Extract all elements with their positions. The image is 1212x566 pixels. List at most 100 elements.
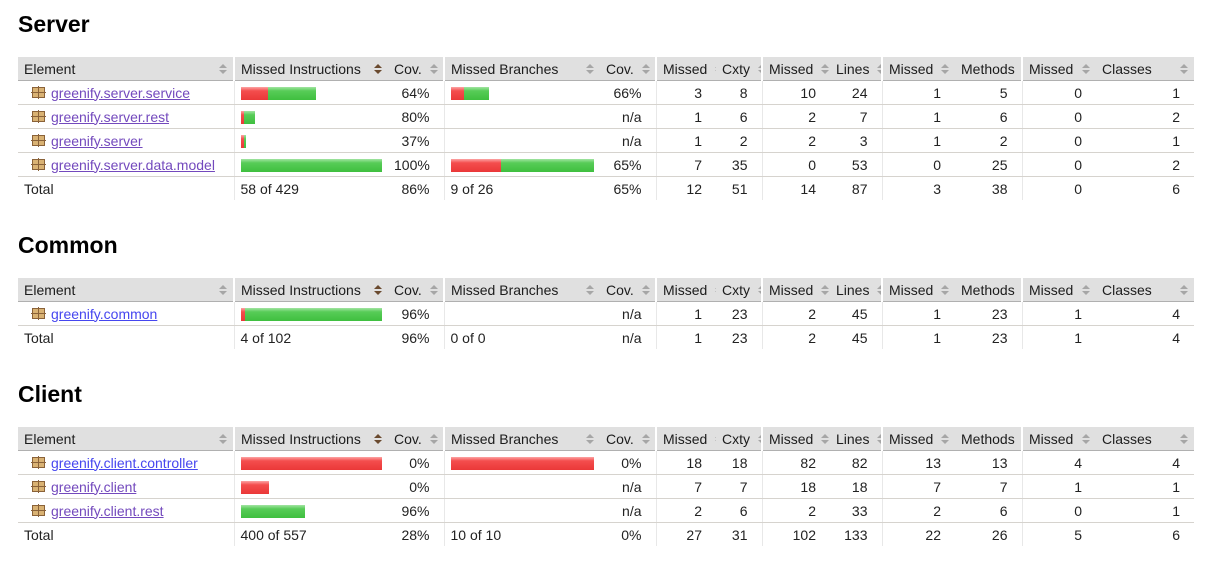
table-footer: Total 4 of 102 96% 0 of 0 n/a 1 23 2 45 1 23 1 4 [18,325,1194,349]
header-label: Missed [769,430,814,447]
total-branches-coverage-cell: 0% [621,526,642,543]
lines-cell: 3 [830,128,882,153]
column-header-lines[interactable]: Lines [830,427,882,451]
table-footer: Total 58 of 429 86% 9 of 26 65% 12 51 14 87 3 38 0 6 [18,176,1194,200]
methods-cell: 6 [955,498,1022,523]
column-header-missed-instructions[interactable]: Missed Instructions [233,278,388,302]
sort-icon [877,433,882,444]
column-header-cov-[interactable]: Cov. [600,57,656,81]
column-header-missed[interactable]: Missed [655,427,716,451]
column-header-missed-branches[interactable]: Missed Branches [443,57,600,81]
column-header-missed[interactable]: Missed [1021,427,1096,451]
column-header-missed[interactable]: Missed [761,427,830,451]
lines-cell: 45 [830,301,882,326]
sort-down-arrow [374,69,382,74]
total-missed-cxty-cell: 12 [655,176,716,200]
sort-icon [877,284,882,295]
column-header-element[interactable]: Element [18,57,234,81]
column-header-missed-branches[interactable]: Missed Branches [443,427,600,451]
package-icon [31,504,46,517]
column-header-missed[interactable]: Missed [881,427,955,451]
bar-covered-segment [267,86,316,100]
total-label-cell: Total [24,329,54,346]
column-header-classes[interactable]: Classes [1096,427,1194,451]
column-header-lines[interactable]: Lines [830,278,882,302]
total-branches-coverage-cell: n/a [622,329,642,346]
sort-icon [429,63,438,74]
package-link[interactable]: greenify.server.service [51,84,191,101]
column-header-methods[interactable]: Methods [955,57,1022,81]
sort-up-arrow [219,433,227,438]
missed-cxty-cell: 1 [655,301,716,326]
column-header-cxty[interactable]: Cxty [716,57,762,81]
cxty-cell: 2 [716,128,762,153]
column-header-methods[interactable]: Methods [955,278,1022,302]
column-header-missed[interactable]: Missed [1021,57,1096,81]
column-header-missed[interactable]: Missed [1021,278,1096,302]
package-link[interactable]: greenify.server.data.model [51,156,215,173]
lines-cell: 53 [830,152,882,177]
missed-instructions-cell [233,128,388,153]
element-cell: greenify.client [18,474,234,499]
sort-down-arrow [219,290,227,295]
element-cell: greenify.server.data.model [18,152,234,177]
package-link[interactable]: greenify.server [51,132,143,149]
package-link[interactable]: greenify.client [51,478,137,495]
column-header-classes[interactable]: Classes [1096,278,1194,302]
column-header-classes[interactable]: Classes [1096,57,1194,81]
column-header-cov-[interactable]: Cov. [388,278,444,302]
sort-icon [821,63,830,74]
column-header-cxty[interactable]: Cxty [716,427,762,451]
header-label-wrap: Missed [663,431,716,447]
column-header-cov-[interactable]: Cov. [388,57,444,81]
column-header-lines[interactable]: Lines [830,57,882,81]
total-instructions-cell: 400 of 557 [233,522,388,546]
column-header-cov-[interactable]: Cov. [600,427,656,451]
header-label-wrap: Missed [1029,282,1090,298]
sort-down-arrow [219,439,227,444]
column-header-missed[interactable]: Missed [881,57,955,81]
column-header-missed-instructions[interactable]: Missed Instructions [233,427,388,451]
column-header-missed[interactable]: Missed [655,57,716,81]
sort-down-arrow [374,290,382,295]
section-title-server: Server [18,11,90,37]
package-link[interactable]: greenify.server.rest [51,108,170,125]
column-header-missed[interactable]: Missed [881,278,955,302]
column-header-cov-[interactable]: Cov. [388,427,444,451]
bar-covered-segment [245,307,382,321]
sort-up-arrow [219,63,227,68]
column-header-missed[interactable]: Missed [761,57,830,81]
column-header-cxty[interactable]: Cxty [716,278,762,302]
column-header-methods[interactable]: Methods [955,427,1022,451]
missed-classes-cell: 0 [1021,128,1096,153]
sort-icon [586,433,594,444]
sort-active-icon [374,284,382,295]
missed-methods-cell: 1 [881,80,955,105]
missed-branches-cell [443,474,600,499]
column-header-cov-[interactable]: Cov. [600,278,656,302]
element-inner: greenify.client.rest [31,503,228,519]
branches-coverage-cell: 0% [600,450,656,475]
missed-instructions-cell [233,474,388,499]
package-link[interactable]: greenify.common [51,305,158,322]
package-link[interactable]: greenify.client.rest [51,502,164,519]
column-header-missed[interactable]: Missed [655,278,716,302]
column-header-missed-branches[interactable]: Missed Branches [443,278,600,302]
missed-lines-cell: 0 [761,152,830,177]
bar-missed-segment [240,110,244,124]
missed-lines-cell: 2 [761,128,830,153]
column-header-element[interactable]: Element [18,427,234,451]
sort-icon [641,284,650,295]
bar-missed-segment [240,134,244,148]
column-header-missed[interactable]: Missed [761,278,830,302]
total-instructions-cell: 58 of 429 [233,176,388,200]
column-header-missed-instructions[interactable]: Missed Instructions [233,57,388,81]
sort-up-arrow [1180,433,1188,438]
sort-down-arrow [941,69,950,74]
column-header-element[interactable]: Element [18,278,234,302]
package-link[interactable]: greenify.client.controller [51,454,198,471]
header-label-wrap: Missed [663,282,716,298]
element-cell: greenify.common [18,301,234,326]
header-label: Cxty [722,281,750,298]
sort-up-arrow [1180,63,1188,68]
